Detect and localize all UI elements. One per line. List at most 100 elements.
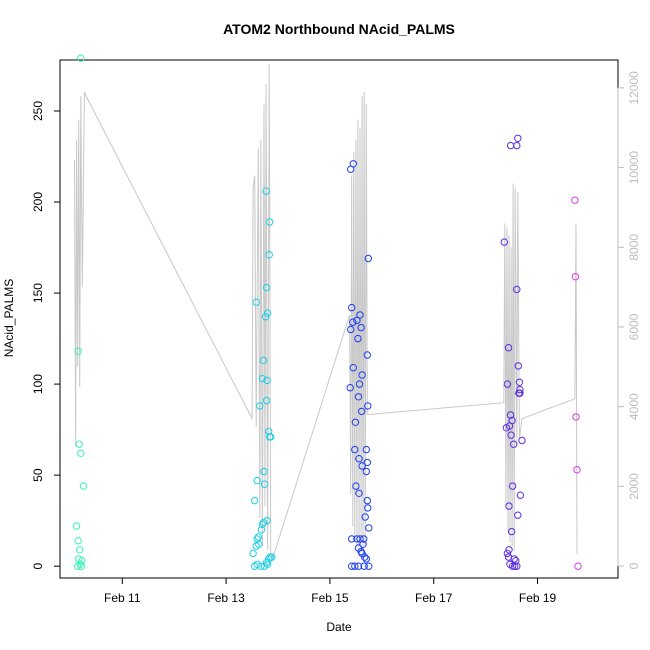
data-point (353, 316, 361, 325)
x-tick-label: Feb 13 (207, 591, 245, 605)
data-point (348, 535, 356, 543)
data-point (516, 385, 524, 394)
data-point (351, 562, 359, 570)
x-tick-label: Feb 15 (311, 591, 349, 605)
data-point (77, 562, 86, 570)
data-point (360, 562, 368, 570)
y2-tick-label: 12000 (627, 71, 641, 105)
data-point (363, 458, 371, 467)
data-point (74, 537, 82, 545)
data-point (508, 482, 517, 490)
data-point (358, 462, 366, 470)
data-point (356, 535, 364, 543)
data-point (260, 467, 268, 476)
data-point (505, 546, 513, 554)
data-point (364, 504, 372, 512)
y2-tick-label: 8000 (627, 234, 641, 261)
data-point (76, 560, 84, 568)
y2-tick-label: 6000 (627, 313, 641, 340)
data-point (364, 402, 372, 410)
data-point (348, 303, 356, 312)
data-point (253, 560, 261, 568)
data-point (362, 467, 370, 476)
x-tick-label: Feb 19 (519, 591, 557, 605)
data-point (513, 562, 521, 570)
x-tick-label: Feb 17 (415, 591, 453, 605)
x-axis-label: Date (326, 620, 352, 634)
data-point (258, 520, 267, 528)
data-point (251, 496, 259, 505)
data-point (262, 283, 271, 292)
data-point (351, 418, 360, 426)
data-point (361, 553, 369, 561)
data-point (508, 562, 517, 570)
scatter-points (72, 54, 582, 570)
data-point (266, 218, 274, 226)
data-point (500, 238, 508, 246)
data-point (346, 384, 354, 392)
y-axis: 0 50 100 150 200 250 (31, 101, 61, 570)
x-tick-label: Feb 11 (104, 591, 141, 605)
data-point (74, 347, 82, 355)
data-point (359, 540, 367, 548)
data-point (503, 549, 512, 558)
data-point (263, 560, 272, 568)
data-point (357, 547, 365, 556)
data-point (253, 535, 261, 543)
y2-tick-label: 10000 (627, 151, 641, 185)
data-point (347, 325, 355, 334)
y-tick-label: 0 (31, 563, 45, 570)
data-point (513, 141, 521, 150)
data-point (514, 134, 522, 143)
data-point (253, 476, 261, 485)
data-point (262, 396, 271, 405)
data-point (263, 376, 271, 385)
series-group (249, 187, 276, 570)
data-point (358, 371, 366, 379)
series-group (500, 134, 526, 570)
data-point (361, 513, 369, 521)
y2-tick-label: 0 (627, 562, 641, 569)
data-point (263, 516, 271, 525)
data-point (265, 251, 273, 259)
data-point (354, 334, 362, 343)
data-point (363, 351, 371, 359)
data-point (261, 313, 270, 321)
data-point (510, 555, 518, 563)
secondary-y-axis: 0 2000 4000 6000 8000 10000 12000 (617, 71, 641, 569)
data-point (364, 254, 372, 263)
data-point (507, 527, 516, 536)
data-point (354, 562, 363, 570)
y-tick-label: 100 (31, 374, 45, 394)
data-point (252, 298, 260, 306)
data-point (258, 374, 267, 383)
data-point (77, 54, 85, 62)
data-point (267, 433, 275, 441)
x-axis: Feb 11 Feb 13 Feb 15 Feb 17 Feb 19 (104, 577, 557, 605)
y-tick-label: 50 (31, 468, 45, 482)
data-point (362, 445, 370, 454)
y-tick-label: 150 (31, 283, 45, 303)
data-point (504, 344, 513, 352)
data-point (365, 524, 373, 532)
data-point (257, 562, 265, 570)
data-point (514, 362, 522, 370)
data-point (514, 511, 522, 519)
data-point (349, 318, 357, 326)
data-point (352, 482, 360, 490)
chart-title: ATOM2 Northbound NAcid_PALMS (223, 21, 455, 37)
data-point (78, 557, 86, 565)
data-point (507, 431, 515, 439)
data-point (262, 558, 271, 567)
data-point (511, 562, 519, 570)
y-axis-label: NAcid_PALMS (2, 279, 16, 357)
data-point (357, 323, 365, 332)
data-point (515, 378, 524, 386)
data-point (354, 393, 363, 401)
y-tick-label: 200 (31, 192, 45, 212)
data-point (260, 480, 269, 488)
data-point (365, 562, 373, 570)
data-point (75, 440, 83, 448)
data-point (355, 380, 364, 388)
series-group (346, 160, 373, 570)
